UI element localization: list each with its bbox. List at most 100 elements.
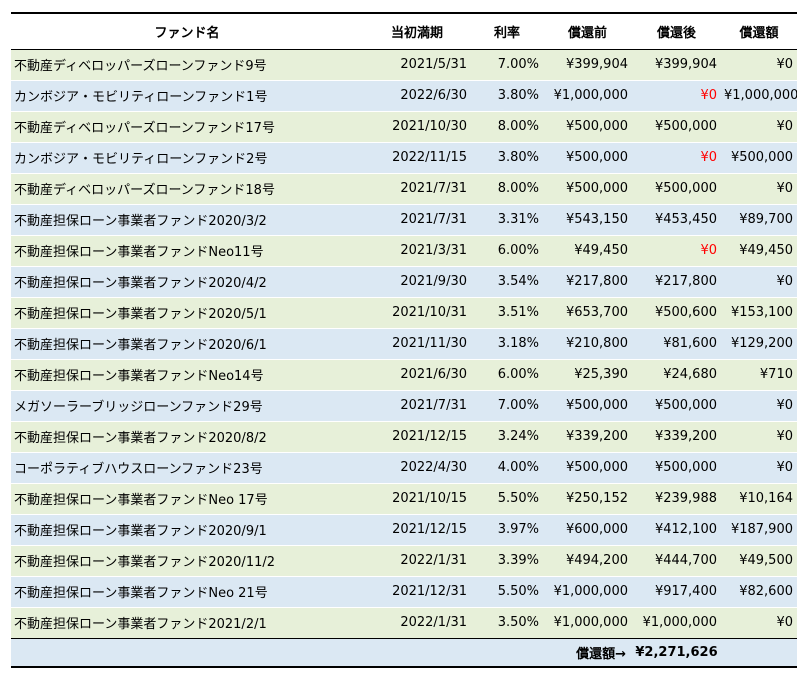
header-after-redemption: 償還後 bbox=[632, 13, 721, 50]
cell-fund-name: カンボジア・モビリティローンファンド1号 bbox=[11, 80, 363, 112]
header-rate: 利率 bbox=[471, 13, 543, 50]
cell-redemption-amount: ¥0 bbox=[721, 49, 797, 81]
cell-maturity: 2022/1/31 bbox=[363, 545, 471, 577]
cell-fund-name: メガソーラーブリッジローンファンド29号 bbox=[11, 390, 363, 422]
cell-redemption-amount: ¥500,000 bbox=[721, 142, 797, 174]
cell-after-redemption: ¥0 bbox=[632, 235, 721, 267]
cell-before-redemption: ¥494,200 bbox=[543, 545, 632, 577]
cell-before-redemption: ¥1,000,000 bbox=[543, 80, 632, 112]
cell-rate: 3.31% bbox=[471, 204, 543, 236]
cell-rate: 3.51% bbox=[471, 297, 543, 329]
cell-redemption-amount: ¥187,900 bbox=[721, 514, 797, 546]
cell-rate: 8.00% bbox=[471, 111, 543, 143]
cell-redemption-amount: ¥82,600 bbox=[721, 576, 797, 608]
cell-after-redemption: ¥339,200 bbox=[632, 421, 721, 453]
cell-redemption-amount: ¥10,164 bbox=[721, 483, 797, 515]
cell-redemption-amount: ¥1,000,000 bbox=[721, 80, 797, 112]
cell-before-redemption: ¥500,000 bbox=[543, 173, 632, 205]
total-value: ¥2,271,626 bbox=[632, 638, 721, 668]
cell-maturity: 2021/5/31 bbox=[363, 49, 471, 81]
table-header: ファンド名 当初満期 利率 償還前 償還後 償還額 bbox=[11, 13, 797, 50]
header-before-redemption: 償還前 bbox=[543, 13, 632, 50]
cell-fund-name: 不動産ディベロッパーズローンファンド17号 bbox=[11, 111, 363, 143]
header-maturity: 当初満期 bbox=[363, 13, 471, 50]
cell-maturity: 2021/12/15 bbox=[363, 421, 471, 453]
cell-after-redemption: ¥500,600 bbox=[632, 297, 721, 329]
table-row: 不動産担保ローン事業者ファンド2020/11/2 2022/1/31 3.39% ¥4… bbox=[11, 545, 797, 577]
cell-fund-name: 不動産担保ローン事業者ファンド2020/9/1 bbox=[11, 514, 363, 546]
cell-before-redemption: ¥1,000,000 bbox=[543, 576, 632, 608]
table-row: コーポラティブハウスローンファンド23号 2022/4/30 4.00% ¥500,0… bbox=[11, 452, 797, 484]
cell-after-redemption: ¥453,450 bbox=[632, 204, 721, 236]
cell-before-redemption: ¥600,000 bbox=[543, 514, 632, 546]
table-row: 不動産ディベロッパーズローンファンド17号 2021/10/30 8.00% ¥500… bbox=[11, 111, 797, 143]
cell-after-redemption: ¥399,904 bbox=[632, 49, 721, 81]
cell-maturity: 2021/10/15 bbox=[363, 483, 471, 515]
cell-before-redemption: ¥500,000 bbox=[543, 452, 632, 484]
table-row: 不動産担保ローン事業者ファンド2020/4/2 2021/9/30 3.54% ¥21… bbox=[11, 266, 797, 298]
cell-after-redemption: ¥500,000 bbox=[632, 111, 721, 143]
cell-redemption-amount: ¥49,450 bbox=[721, 235, 797, 267]
table-row: メガソーラーブリッジローンファンド29号 2021/7/31 7.00% ¥500,0… bbox=[11, 390, 797, 422]
table-row: 不動産担保ローン事業者ファンド2021/2/1 2022/1/31 3.50% ¥1,… bbox=[11, 607, 797, 639]
table-row: 不動産担保ローン事業者ファンド2020/3/2 2021/7/31 3.31% ¥54… bbox=[11, 204, 797, 236]
cell-rate: 3.18% bbox=[471, 328, 543, 360]
cell-rate: 3.97% bbox=[471, 514, 543, 546]
cell-before-redemption: ¥500,000 bbox=[543, 390, 632, 422]
cell-redemption-amount: ¥49,500 bbox=[721, 545, 797, 577]
cell-rate: 5.50% bbox=[471, 483, 543, 515]
cell-redemption-amount: ¥0 bbox=[721, 173, 797, 205]
cell-after-redemption: ¥500,000 bbox=[632, 390, 721, 422]
cell-fund-name: 不動産ディベロッパーズローンファンド18号 bbox=[11, 173, 363, 205]
cell-fund-name: 不動産ディベロッパーズローンファンド9号 bbox=[11, 49, 363, 81]
cell-fund-name: 不動産担保ローン事業者ファンド2020/6/1 bbox=[11, 328, 363, 360]
cell-fund-name: 不動産担保ローン事業者ファンド2020/11/2 bbox=[11, 545, 363, 577]
total-label: 償還額→ bbox=[543, 638, 632, 668]
table-row: 不動産ディベロッパーズローンファンド9号 2021/5/31 7.00% ¥399,9… bbox=[11, 49, 797, 81]
header-redemption-amount: 償還額 bbox=[721, 13, 797, 50]
cell-maturity: 2022/4/30 bbox=[363, 452, 471, 484]
table-row: 不動産担保ローン事業者ファンド2020/9/1 2021/12/15 3.97% ¥6… bbox=[11, 514, 797, 546]
cell-fund-name: カンボジア・モビリティローンファンド2号 bbox=[11, 142, 363, 174]
cell-before-redemption: ¥500,000 bbox=[543, 111, 632, 143]
table-row: 不動産担保ローン事業者ファンドNeo 17号 2021/10/15 5.50% ¥25… bbox=[11, 483, 797, 515]
cell-rate: 3.39% bbox=[471, 545, 543, 577]
cell-maturity: 2021/7/31 bbox=[363, 173, 471, 205]
cell-before-redemption: ¥1,000,000 bbox=[543, 607, 632, 639]
table-row: 不動産担保ローン事業者ファンドNeo 21号 2021/12/31 5.50% ¥1,… bbox=[11, 576, 797, 608]
cell-after-redemption: ¥239,988 bbox=[632, 483, 721, 515]
cell-rate: 5.50% bbox=[471, 576, 543, 608]
cell-rate: 3.50% bbox=[471, 607, 543, 639]
cell-rate: 3.54% bbox=[471, 266, 543, 298]
cell-rate: 4.00% bbox=[471, 452, 543, 484]
cell-rate: 3.80% bbox=[471, 80, 543, 112]
cell-maturity: 2021/3/31 bbox=[363, 235, 471, 267]
footer-spacer-end bbox=[721, 638, 797, 668]
table-row: 不動産担保ローン事業者ファンドNeo11号 2021/3/31 6.00% ¥49,4… bbox=[11, 235, 797, 267]
cell-fund-name: 不動産担保ローン事業者ファンドNeo 21号 bbox=[11, 576, 363, 608]
cell-fund-name: 不動産担保ローン事業者ファンドNeo 17号 bbox=[11, 483, 363, 515]
cell-before-redemption: ¥250,152 bbox=[543, 483, 632, 515]
cell-redemption-amount: ¥153,100 bbox=[721, 297, 797, 329]
cell-redemption-amount: ¥129,200 bbox=[721, 328, 797, 360]
cell-fund-name: 不動産担保ローン事業者ファンドNeo14号 bbox=[11, 359, 363, 391]
table-row: 不動産担保ローン事業者ファンド2020/5/1 2021/10/31 3.51% ¥6… bbox=[11, 297, 797, 329]
table-row: カンボジア・モビリティローンファンド1号 2022/6/30 3.80% ¥1,000… bbox=[11, 80, 797, 112]
cell-redemption-amount: ¥710 bbox=[721, 359, 797, 391]
cell-after-redemption: ¥0 bbox=[632, 80, 721, 112]
cell-redemption-amount: ¥89,700 bbox=[721, 204, 797, 236]
cell-fund-name: 不動産担保ローン事業者ファンド2021/2/1 bbox=[11, 607, 363, 639]
footer-spacer bbox=[11, 638, 543, 668]
cell-before-redemption: ¥49,450 bbox=[543, 235, 632, 267]
cell-redemption-amount: ¥0 bbox=[721, 111, 797, 143]
cell-before-redemption: ¥399,904 bbox=[543, 49, 632, 81]
cell-before-redemption: ¥25,390 bbox=[543, 359, 632, 391]
cell-maturity: 2021/9/30 bbox=[363, 266, 471, 298]
cell-rate: 6.00% bbox=[471, 359, 543, 391]
cell-after-redemption: ¥24,680 bbox=[632, 359, 721, 391]
cell-rate: 7.00% bbox=[471, 390, 543, 422]
cell-fund-name: 不動産担保ローン事業者ファンド2020/8/2 bbox=[11, 421, 363, 453]
cell-maturity: 2021/12/31 bbox=[363, 576, 471, 608]
cell-rate: 6.00% bbox=[471, 235, 543, 267]
cell-rate: 3.24% bbox=[471, 421, 543, 453]
